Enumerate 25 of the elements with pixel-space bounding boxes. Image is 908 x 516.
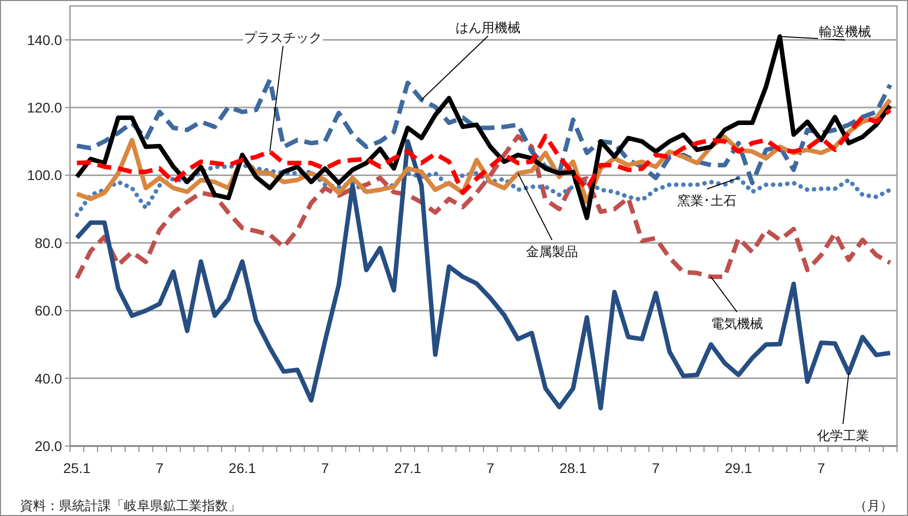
x-tick-label: 7 (156, 460, 164, 476)
x-tick-label: 27.1 (394, 460, 422, 476)
line-series (74, 108, 892, 196)
x-tick-label: 25.1 (63, 460, 91, 476)
y-tick-label: 40.0 (34, 370, 62, 386)
line-series (74, 139, 892, 410)
line-series (74, 162, 892, 218)
x-tick-label: 29.1 (724, 460, 752, 476)
y-tick-label: 140.0 (26, 32, 62, 48)
y-tick-label: 100.0 (26, 167, 62, 184)
y-tick-label: 20.0 (34, 438, 62, 454)
y-tick-label: 120.0 (26, 100, 62, 116)
series-label: 窯業･土石 (678, 193, 736, 208)
y-tick-label: 60.0 (34, 302, 62, 319)
x-tick-label: 7 (652, 460, 660, 476)
x-axis-title: （月） (854, 498, 893, 513)
line-series (74, 134, 892, 280)
x-tick-label: 7 (817, 460, 826, 476)
x-tick-label: 28.1 (559, 460, 587, 476)
x-tick-label: 7 (486, 460, 494, 476)
line-series (74, 78, 892, 186)
text: 資料：県統計課「岐阜県鉱工業指数」 (20, 498, 241, 513)
x-tick-label: 26.1 (228, 460, 256, 476)
y-tick-label: 80.0 (34, 234, 62, 251)
x-tick-label: 7 (321, 460, 330, 476)
